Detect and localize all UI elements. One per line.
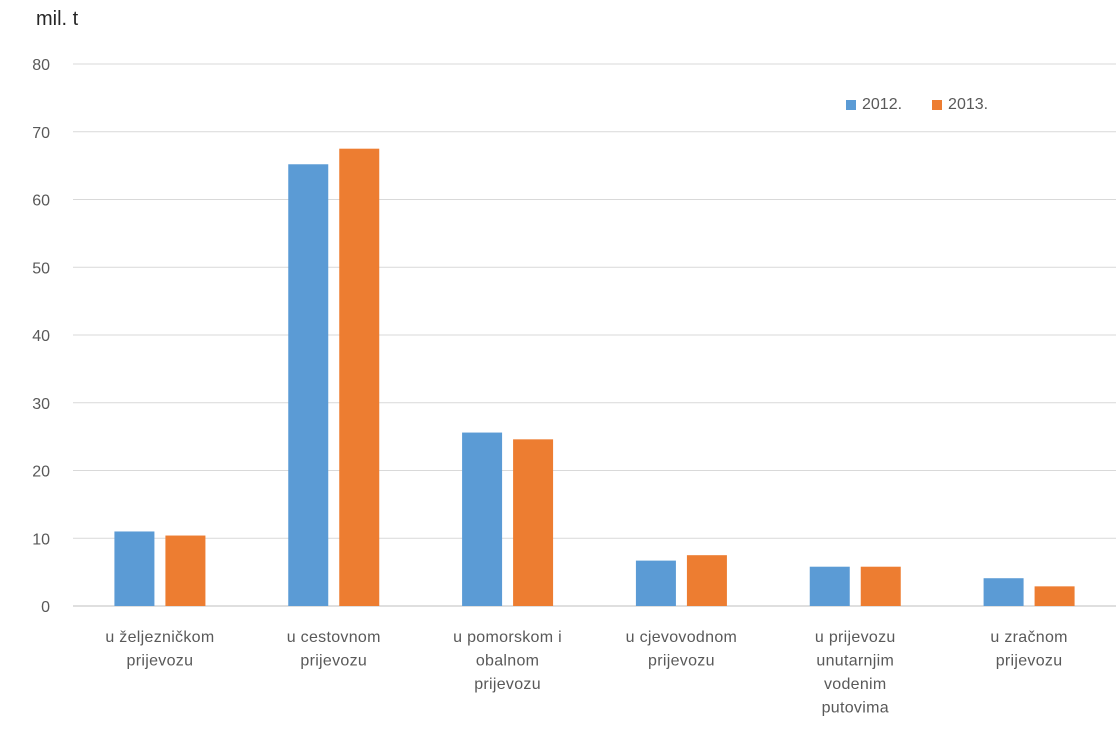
x-category-label-line: u željezničkom (105, 629, 214, 646)
x-category-label-line: prijevozu (300, 653, 367, 670)
bar-2012-2 (462, 432, 503, 606)
bar-2012-1 (288, 164, 329, 606)
bar-2012-3 (635, 560, 676, 606)
legend-swatch-2013 (932, 100, 943, 110)
x-category-label-line: obalnom (476, 653, 539, 670)
y-axis-unit-label: mil. t (36, 8, 79, 30)
legend-label-2012: 2012. (862, 96, 903, 113)
x-category-label-line: u zračnom (990, 629, 1067, 646)
x-category-label-line: putovima (822, 700, 889, 717)
bar-2013-5 (1034, 586, 1075, 606)
x-category-label-line: u pomorskom i (453, 629, 562, 646)
x-category-label-line: unutarnjim (816, 653, 894, 670)
y-tick-label: 60 (32, 193, 50, 210)
bar-2013-0 (165, 535, 206, 606)
legend-label-2013: 2013. (948, 96, 989, 113)
x-category-label-line: prijevozu (648, 653, 715, 670)
bar-2013-4 (860, 566, 901, 606)
bar-2013-1 (339, 148, 380, 606)
x-category-label-line: prijevozu (127, 653, 194, 670)
y-tick-label: 40 (32, 328, 50, 345)
legend: 2012. 2013. (846, 96, 988, 114)
bar-2012-4 (809, 566, 850, 606)
legend-swatch-2012 (846, 100, 856, 110)
x-category-label: u prijevozu unutarnjim vodenim putovima (815, 629, 896, 717)
y-tick-label: 30 (32, 396, 50, 413)
x-category-label-line: u prijevozu (815, 629, 896, 646)
y-tick-label: 20 (32, 464, 50, 481)
bar-2013-2 (513, 439, 554, 606)
legend-item-2012: 2012. (846, 96, 902, 114)
bar-2012-0 (114, 531, 155, 606)
bar-2013-3 (686, 555, 727, 606)
x-category-label: u pomorskom i obalnom prijevozu (453, 629, 562, 693)
x-category-label-line: prijevozu (996, 653, 1063, 670)
y-tick-label: 50 (32, 260, 50, 277)
x-category-label: u željezničkom prijevozu (105, 629, 214, 670)
y-tick-label: 0 (41, 599, 50, 616)
x-category-label-line: prijevozu (474, 676, 541, 693)
x-category-label-line: u cestovnom (287, 629, 381, 646)
x-category-label: u zračnom prijevozu (990, 629, 1067, 670)
y-tick-label: 10 (32, 531, 50, 548)
x-category-label-line: u cjevovodnom (626, 629, 738, 646)
x-category-label-line: vodenim (824, 676, 887, 693)
x-category-label: u cestovnom prijevozu (287, 629, 381, 670)
bar-2012-5 (983, 578, 1024, 606)
y-tick-label: 80 (32, 57, 50, 74)
x-category-label: u cjevovodnom prijevozu (626, 629, 738, 670)
legend-item-2013: 2013. (932, 96, 988, 114)
y-tick-label: 70 (32, 125, 50, 142)
